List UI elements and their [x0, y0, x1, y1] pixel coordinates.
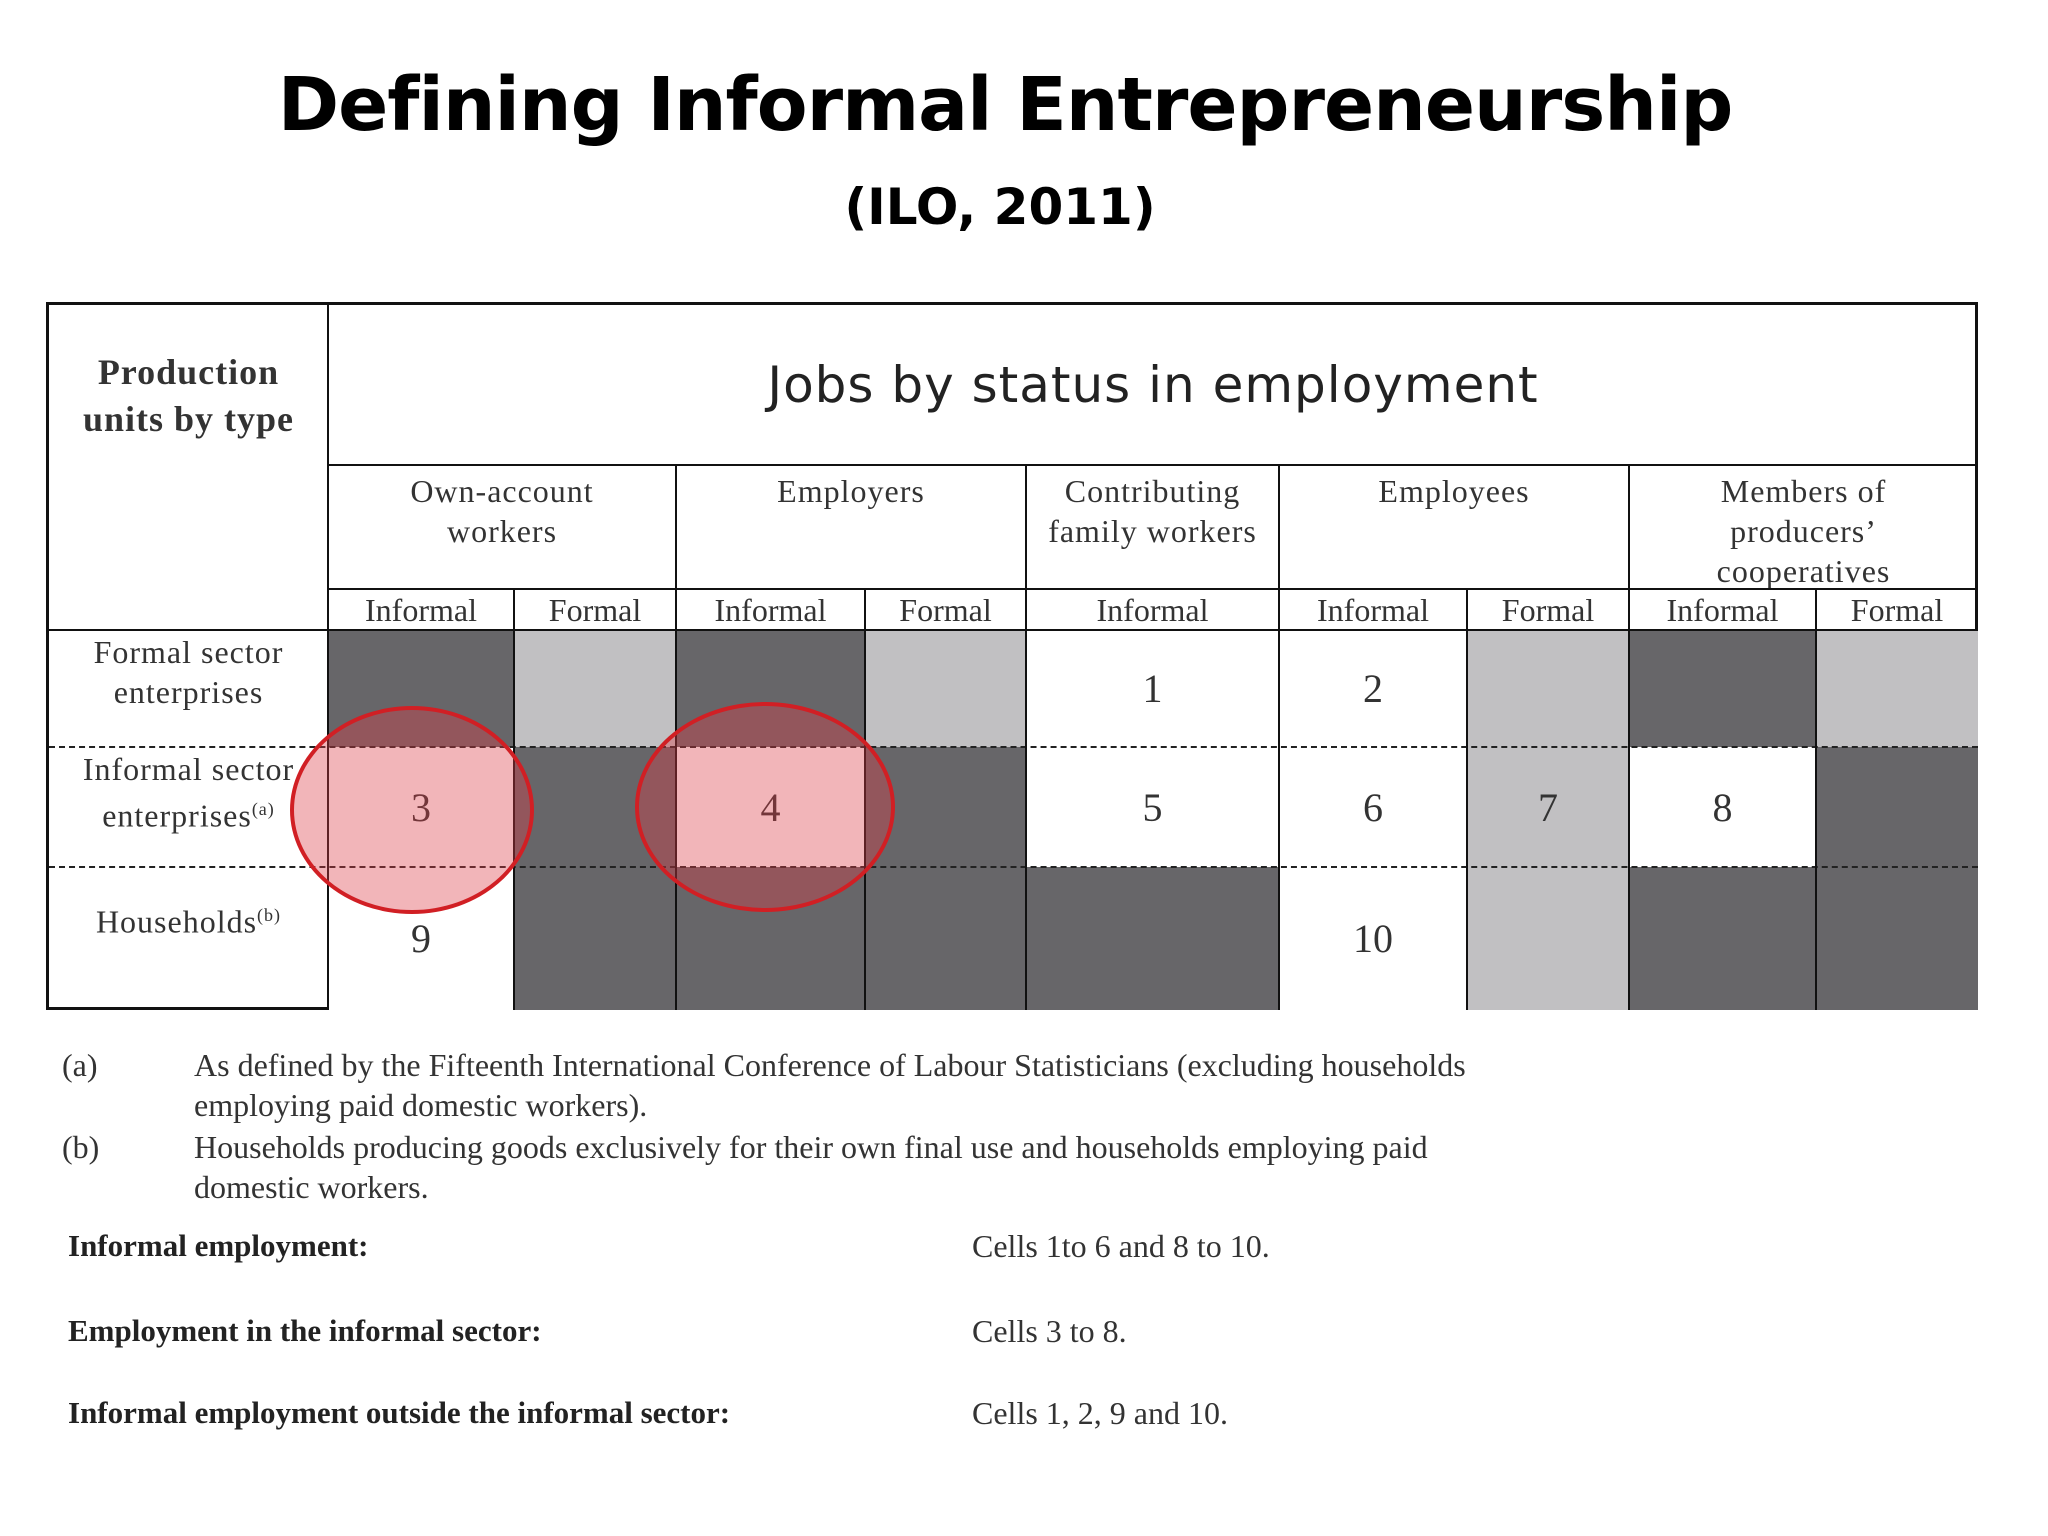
subheader-label: Informal	[1317, 591, 1429, 628]
cell-number: 2	[1363, 666, 1383, 711]
footnote-mark-b: (b)	[62, 1129, 100, 1165]
group-header-employers: Employers	[676, 465, 1026, 589]
subheader-formal: Formal	[1467, 589, 1629, 630]
cell-number: 10	[1353, 916, 1393, 961]
cell-households-ownacc-formal	[514, 867, 676, 1010]
subheader-label: Formal	[548, 591, 642, 628]
row-label-text: Informal sector enterprises(a)	[79, 749, 299, 836]
subheader-label: Informal	[365, 591, 477, 628]
definition-value: Cells 1, 2, 9 and 10.	[972, 1395, 1228, 1431]
definition-value: Cells 1to 6 and 8 to 10.	[972, 1228, 1270, 1264]
group-header-label: Employers	[777, 473, 925, 509]
subheader-informal: Informal	[676, 589, 865, 630]
subheader-label: Informal	[714, 591, 827, 628]
cell-2: 2	[1279, 630, 1467, 747]
cell-number: 9	[411, 916, 431, 961]
cell-6: 6	[1279, 747, 1467, 867]
definition-term: Informal employment outside the informal…	[68, 1395, 731, 1430]
grid-line	[327, 305, 329, 1010]
cell-number: 7	[1538, 784, 1558, 830]
cell-formal-coop-informal	[1629, 630, 1816, 747]
row-label-households: Households(b)	[49, 867, 328, 1010]
footnote-text-b: Households producing goods exclusively f…	[194, 1129, 1428, 1205]
main-header: Jobs by status in employment	[328, 305, 1978, 465]
cell-formal-ownacc-formal	[514, 630, 676, 747]
grid-line	[1628, 465, 1630, 1010]
row-label-main: Informal sector enterprises	[82, 751, 295, 834]
cell-number: 8	[1712, 784, 1733, 830]
cell-5: 5	[1026, 747, 1279, 867]
page-subtitle: (ILO, 2011)	[844, 178, 1156, 236]
subheader-informal: Informal	[1026, 589, 1279, 630]
employment-matrix-table: 1 2 3 4 5 6 7 8 9 10 Production units by…	[46, 302, 1978, 1010]
subheader-informal: Informal	[328, 589, 514, 630]
cell-households-employees-formal	[1467, 867, 1629, 1010]
grid-line	[1466, 589, 1468, 1010]
group-header-label: Members of producers’ cooperatives	[1716, 473, 1891, 589]
definition-term: Informal employment:	[68, 1228, 369, 1263]
cell-households-coop-formal	[1816, 867, 1978, 1010]
subheader-label: Formal	[1501, 591, 1595, 628]
dashed-line	[49, 866, 1978, 868]
group-header-family-workers: Contributing family workers	[1026, 465, 1279, 589]
cell-informal-coop-formal	[1816, 747, 1978, 867]
grid-line	[328, 588, 1978, 590]
subheader-informal: Informal	[1279, 589, 1467, 630]
cell-number: 5	[1142, 784, 1163, 830]
grid-line	[1025, 465, 1027, 1010]
main-header-text: Jobs by status in employment	[767, 356, 1539, 414]
corner-header: Production units by type	[49, 305, 328, 439]
cell-formal-employees-formal	[1467, 630, 1629, 747]
group-header-label: Employees	[1378, 473, 1530, 509]
group-header-label: Contributing family workers	[1048, 473, 1257, 549]
cell-10: 10	[1279, 867, 1467, 1010]
cell-number: 1	[1142, 666, 1163, 711]
footnote-ref: (a)	[251, 799, 275, 819]
footnote-ref: (b)	[257, 905, 282, 925]
corner-header-text: Production units by type	[82, 352, 295, 439]
subheader-formal: Formal	[514, 589, 676, 630]
row-label-text: Households(b)	[96, 895, 281, 942]
row-label-informal-sector: Informal sector enterprises(a)	[49, 747, 328, 867]
grid-line	[1278, 465, 1280, 1010]
definition-term: Employment in the informal sector:	[68, 1313, 542, 1348]
subheader-label: Informal	[1666, 591, 1779, 628]
subheader-informal: Informal	[1629, 589, 1816, 630]
group-header-label: Own-account workers	[410, 473, 594, 549]
cell-number: 6	[1363, 784, 1383, 830]
cell-7: 7	[1467, 747, 1629, 867]
group-header-own-account: Own-account workers	[328, 465, 676, 589]
dashed-line	[49, 746, 1978, 748]
cell-1: 1	[1026, 630, 1279, 747]
cell-households-employers-formal	[865, 867, 1026, 1010]
page-title: Defining Informal Entrepreneurship	[277, 62, 1734, 148]
grid-line	[1815, 589, 1817, 1010]
cell-formal-coop-formal	[1816, 630, 1978, 747]
footnote-mark-a: (a)	[62, 1047, 98, 1083]
group-header-employees: Employees	[1279, 465, 1629, 589]
highlight-circle-cell-3	[290, 706, 534, 914]
grid-line	[328, 464, 1978, 466]
subheader-formal: Formal	[1816, 589, 1978, 630]
cell-households-coop-informal	[1629, 867, 1816, 1010]
group-header-cooperatives: Members of producers’ cooperatives	[1629, 465, 1978, 589]
subheader-label: Formal	[1850, 591, 1944, 628]
grid-line	[49, 629, 1978, 631]
subheader-label: Formal	[899, 591, 992, 628]
highlight-circle-cell-4	[635, 702, 895, 912]
row-label-text: Formal sector enterprises	[93, 634, 284, 710]
row-label-main: Households	[95, 903, 258, 940]
subheader-formal: Formal	[865, 589, 1026, 630]
row-label-formal-sector: Formal sector enterprises	[49, 630, 328, 747]
cell-households-family-informal	[1026, 867, 1279, 1010]
cell-8: 8	[1629, 747, 1816, 867]
footnote-text-a: As defined by the Fifteenth Internationa…	[194, 1047, 1466, 1123]
subheader-label: Informal	[1096, 591, 1209, 628]
cell-formal-employers-formal	[865, 630, 1026, 747]
definition-value: Cells 3 to 8.	[972, 1313, 1127, 1349]
